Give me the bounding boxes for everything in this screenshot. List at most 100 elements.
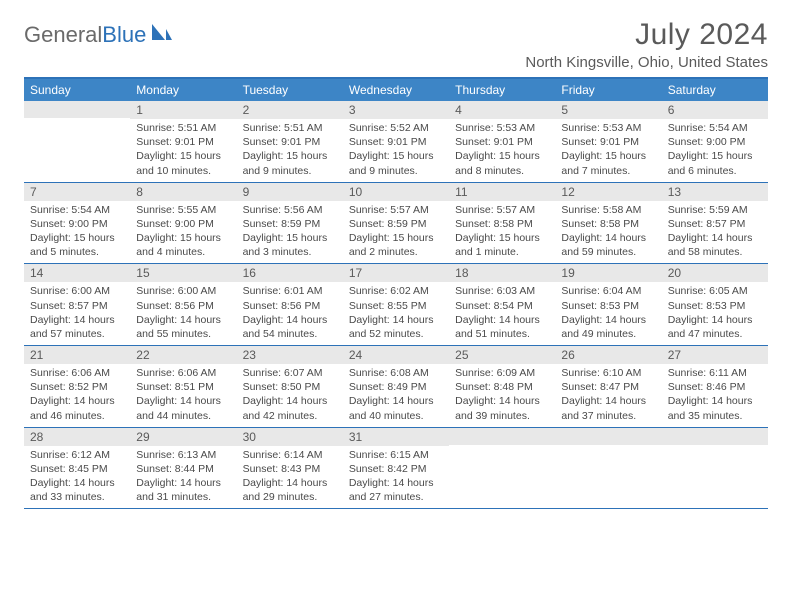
sunrise-text: Sunrise: 6:06 AM [136,366,230,380]
daylight-text: Daylight: 14 hours and 49 minutes. [561,313,655,341]
day-info: Sunrise: 5:57 AMSunset: 8:58 PMDaylight:… [449,201,555,264]
daylight-text: Daylight: 14 hours and 37 minutes. [561,394,655,422]
brand-sail-icon [151,23,173,48]
page-header: General Blue July 2024 North Kingsville,… [24,18,768,71]
sunset-text: Sunset: 8:44 PM [136,462,230,476]
calendar-cell: 15Sunrise: 6:00 AMSunset: 8:56 PMDayligh… [130,264,236,345]
day-number: 8 [130,183,236,201]
sunrise-text: Sunrise: 6:03 AM [455,284,549,298]
day-number: 3 [343,101,449,119]
daylight-text: Daylight: 14 hours and 42 minutes. [243,394,337,422]
calendar-cell: 21Sunrise: 6:06 AMSunset: 8:52 PMDayligh… [24,346,130,427]
day-number: 24 [343,346,449,364]
calendar-cell: 26Sunrise: 6:10 AMSunset: 8:47 PMDayligh… [555,346,661,427]
sunset-text: Sunset: 8:45 PM [30,462,124,476]
sunrise-text: Sunrise: 6:05 AM [668,284,762,298]
weekday-header: Sunday [24,79,130,101]
day-number: 27 [662,346,768,364]
brand-text: General Blue [24,22,146,48]
sunrise-text: Sunrise: 5:55 AM [136,203,230,217]
month-title: July 2024 [525,18,768,52]
daylight-text: Daylight: 15 hours and 1 minute. [455,231,549,259]
sunrise-text: Sunrise: 5:51 AM [243,121,337,135]
sunrise-text: Sunrise: 6:13 AM [136,448,230,462]
day-info: Sunrise: 6:01 AMSunset: 8:56 PMDaylight:… [237,282,343,345]
day-number: 5 [555,101,661,119]
brand-part2: Blue [102,22,146,48]
calendar-cell: 7Sunrise: 5:54 AMSunset: 9:00 PMDaylight… [24,183,130,264]
calendar: Sunday Monday Tuesday Wednesday Thursday… [24,77,768,509]
weekday-header: Monday [130,79,236,101]
location-label: North Kingsville, Ohio, United States [525,54,768,71]
calendar-cell: 20Sunrise: 6:05 AMSunset: 8:53 PMDayligh… [662,264,768,345]
day-number: 29 [130,428,236,446]
calendar-cell: 17Sunrise: 6:02 AMSunset: 8:55 PMDayligh… [343,264,449,345]
calendar-cell: 18Sunrise: 6:03 AMSunset: 8:54 PMDayligh… [449,264,555,345]
daylight-text: Daylight: 14 hours and 54 minutes. [243,313,337,341]
calendar-week-row: 14Sunrise: 6:00 AMSunset: 8:57 PMDayligh… [24,264,768,346]
day-number: 28 [24,428,130,446]
daylight-text: Daylight: 14 hours and 58 minutes. [668,231,762,259]
day-info: Sunrise: 6:09 AMSunset: 8:48 PMDaylight:… [449,364,555,427]
day-number: 21 [24,346,130,364]
daylight-text: Daylight: 14 hours and 35 minutes. [668,394,762,422]
sunset-text: Sunset: 8:46 PM [668,380,762,394]
day-number [662,428,768,445]
day-info: Sunrise: 6:00 AMSunset: 8:56 PMDaylight:… [130,282,236,345]
day-info: Sunrise: 6:13 AMSunset: 8:44 PMDaylight:… [130,446,236,509]
day-info: Sunrise: 6:11 AMSunset: 8:46 PMDaylight:… [662,364,768,427]
sunrise-text: Sunrise: 6:14 AM [243,448,337,462]
day-info: Sunrise: 5:55 AMSunset: 9:00 PMDaylight:… [130,201,236,264]
sunset-text: Sunset: 9:01 PM [561,135,655,149]
day-number: 20 [662,264,768,282]
sunrise-text: Sunrise: 6:00 AM [136,284,230,298]
day-number: 1 [130,101,236,119]
weekday-header-row: Sunday Monday Tuesday Wednesday Thursday… [24,79,768,101]
calendar-cell: 30Sunrise: 6:14 AMSunset: 8:43 PMDayligh… [237,428,343,509]
daylight-text: Daylight: 14 hours and 59 minutes. [561,231,655,259]
sunset-text: Sunset: 9:01 PM [136,135,230,149]
sunset-text: Sunset: 8:59 PM [349,217,443,231]
calendar-cell: 13Sunrise: 5:59 AMSunset: 8:57 PMDayligh… [662,183,768,264]
day-number: 19 [555,264,661,282]
calendar-cell: 14Sunrise: 6:00 AMSunset: 8:57 PMDayligh… [24,264,130,345]
day-number [555,428,661,445]
sunrise-text: Sunrise: 6:07 AM [243,366,337,380]
sunrise-text: Sunrise: 6:12 AM [30,448,124,462]
day-number: 26 [555,346,661,364]
calendar-cell-blank [555,428,661,509]
sunrise-text: Sunrise: 5:52 AM [349,121,443,135]
daylight-text: Daylight: 14 hours and 47 minutes. [668,313,762,341]
daylight-text: Daylight: 14 hours and 29 minutes. [243,476,337,504]
sunset-text: Sunset: 8:54 PM [455,299,549,313]
daylight-text: Daylight: 14 hours and 51 minutes. [455,313,549,341]
daylight-text: Daylight: 14 hours and 33 minutes. [30,476,124,504]
day-number: 4 [449,101,555,119]
sunrise-text: Sunrise: 6:08 AM [349,366,443,380]
daylight-text: Daylight: 15 hours and 9 minutes. [243,149,337,177]
day-number: 15 [130,264,236,282]
calendar-cell: 29Sunrise: 6:13 AMSunset: 8:44 PMDayligh… [130,428,236,509]
calendar-cell: 22Sunrise: 6:06 AMSunset: 8:51 PMDayligh… [130,346,236,427]
sunset-text: Sunset: 8:56 PM [243,299,337,313]
sunset-text: Sunset: 8:59 PM [243,217,337,231]
calendar-cell-blank [449,428,555,509]
day-number: 31 [343,428,449,446]
day-info: Sunrise: 5:54 AMSunset: 9:00 PMDaylight:… [24,201,130,264]
day-number: 30 [237,428,343,446]
brand-logo: General Blue [24,18,173,48]
calendar-week-row: 21Sunrise: 6:06 AMSunset: 8:52 PMDayligh… [24,346,768,428]
calendar-week-row: 1 Sunrise: 5:51 AM Sunset: 9:01 PM Daylight… [24,101,768,183]
daylight-text: Daylight: 14 hours and 55 minutes. [136,313,230,341]
daylight-text: Daylight: 14 hours and 57 minutes. [30,313,124,341]
day-number: 12 [555,183,661,201]
daylight-text: Daylight: 15 hours and 3 minutes. [243,231,337,259]
sunrise-text: Sunrise: 5:53 AM [455,121,549,135]
sunset-text: Sunset: 9:01 PM [455,135,549,149]
day-info: Sunrise: 6:06 AMSunset: 8:52 PMDaylight:… [24,364,130,427]
sunrise-text: Sunrise: 5:59 AM [668,203,762,217]
daylight-text: Daylight: 14 hours and 52 minutes. [349,313,443,341]
day-info: Sunrise: 5:53 AMSunset: 9:01 PMDaylight:… [449,119,555,182]
calendar-cell: 28 Sunrise: 6:12 AMSunset: 8:45 PMDayligh… [24,428,130,509]
sunrise-text: Sunrise: 6:09 AM [455,366,549,380]
